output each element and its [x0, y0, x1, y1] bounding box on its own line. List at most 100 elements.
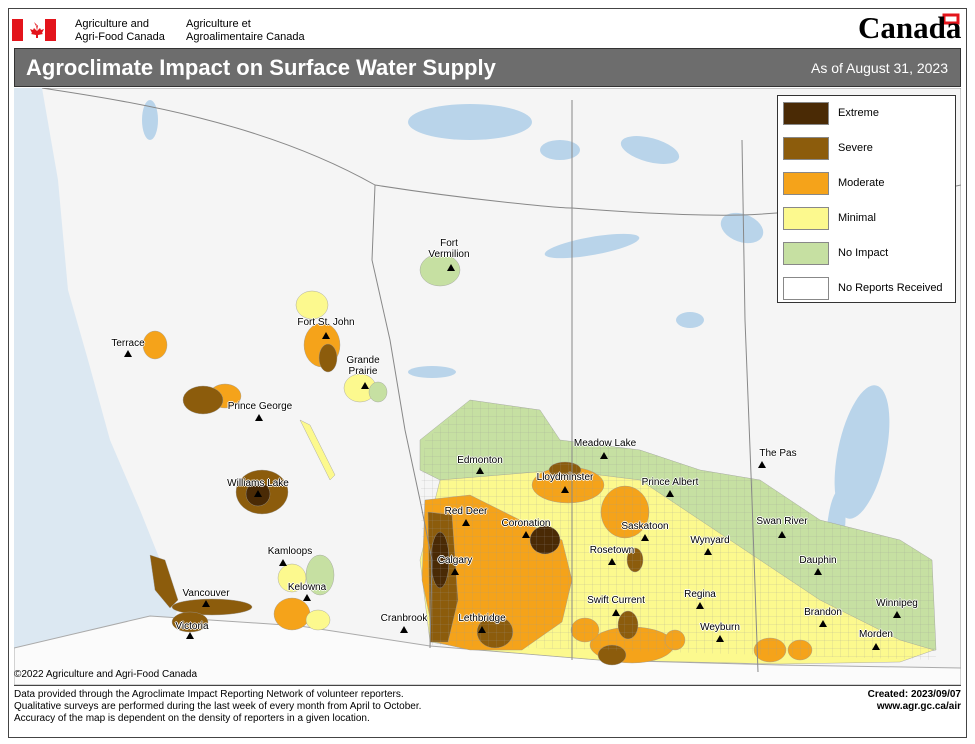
city-marker — [202, 600, 210, 607]
lake — [544, 233, 640, 259]
city-label: Grande Prairie — [346, 355, 380, 377]
city-marker — [447, 264, 455, 271]
city-label: Brandon — [804, 607, 842, 618]
map-title: Agroclimate Impact on Surface Water Supp… — [26, 55, 496, 80]
city-marker — [451, 568, 459, 575]
website-url: www.agr.gc.ca/air — [876, 701, 961, 712]
flag-bar — [45, 19, 56, 41]
legend-swatch — [783, 277, 829, 300]
city-label: Kamloops — [267, 546, 313, 557]
legend-swatch — [783, 207, 829, 230]
city-label: Victoria — [175, 621, 209, 632]
lake — [142, 100, 158, 140]
lake — [408, 366, 456, 378]
city-label: Dauphin — [799, 555, 837, 566]
city-marker — [322, 332, 330, 339]
copyright: ©2022 Agriculture and Agri-Food Canada — [14, 669, 198, 680]
city-marker — [666, 490, 674, 497]
legend-label: No Reports Received — [838, 282, 943, 294]
department-name: Agriculture et — [186, 18, 251, 30]
legend-swatch — [783, 102, 829, 125]
city-marker — [696, 602, 704, 609]
city-label: Prince George — [227, 401, 293, 412]
legend-box — [777, 95, 956, 303]
city-marker — [600, 452, 608, 459]
city-marker — [561, 486, 569, 493]
city-marker — [608, 558, 616, 565]
city-label: Lethbridge — [458, 613, 506, 624]
city-label: Lloydminster — [536, 472, 594, 483]
city-label: The Pas — [759, 448, 797, 459]
city-marker — [303, 594, 311, 601]
province-border — [741, 139, 759, 673]
lake — [620, 136, 680, 164]
city-marker — [361, 382, 369, 389]
city-marker — [758, 461, 766, 468]
city-label: Weyburn — [700, 622, 740, 633]
city-label: Fort St. John — [297, 317, 355, 328]
city-marker — [255, 414, 263, 421]
city-marker — [872, 643, 880, 650]
lake — [540, 140, 580, 160]
footer-note: Data provided through the Agroclimate Im… — [14, 689, 404, 700]
city-label: Vancouver — [182, 588, 230, 599]
city-marker — [641, 534, 649, 541]
city-marker — [124, 350, 132, 357]
city-label: Meadow Lake — [573, 438, 637, 449]
border — [41, 88, 376, 186]
lake — [834, 385, 890, 519]
impact-area — [142, 330, 168, 360]
department-name: Agroalimentaire Canada — [186, 31, 305, 43]
city-label: Saskatoon — [621, 521, 669, 532]
ocean — [14, 88, 178, 650]
city-label: Prince Albert — [641, 477, 699, 488]
legend-swatch — [783, 137, 829, 160]
city-label: Williams Lake — [227, 478, 289, 489]
united-states — [14, 615, 961, 685]
city-label: Kelowna — [287, 582, 327, 593]
impact-area — [419, 253, 461, 287]
department-name: Agri-Food Canada — [75, 31, 165, 43]
city-label: Wynyard — [690, 535, 730, 546]
impact-area — [318, 343, 338, 373]
city-marker — [478, 626, 486, 633]
city-marker — [279, 559, 287, 566]
city-marker — [612, 609, 620, 616]
wordmark-flag — [942, 13, 960, 25]
city-label: Coronation — [501, 518, 551, 529]
impact-area — [149, 554, 179, 609]
legend-swatch — [783, 172, 829, 195]
city-label: Cranbrook — [380, 613, 428, 624]
city-marker — [462, 519, 470, 526]
impact-area — [299, 419, 336, 481]
city-label: Regina — [684, 589, 716, 600]
border — [374, 184, 573, 209]
footer-note: Accuracy of the map is dependent on the … — [14, 713, 370, 724]
city-marker — [778, 531, 786, 538]
city-label: Morden — [859, 629, 893, 640]
legend-label: Extreme — [838, 107, 879, 119]
city-label: Rosetown — [589, 545, 635, 556]
legend-label: Minimal — [838, 212, 876, 224]
impact-area — [305, 554, 335, 596]
maple-leaf — [30, 22, 44, 38]
city-marker — [186, 632, 194, 639]
title-bar — [14, 48, 961, 87]
city-label: Swan River — [756, 516, 808, 527]
canada-wordmark: Canada — [858, 10, 962, 45]
impact-area — [305, 609, 331, 631]
city-marker — [819, 620, 827, 627]
legend-swatch — [783, 242, 829, 265]
city-label: Swift Current — [587, 595, 645, 606]
city-label: Red Deer — [444, 506, 488, 517]
created-date: Created: 2023/09/07 — [867, 689, 961, 700]
city-label: Fort Vermilion — [428, 238, 470, 260]
city-marker — [716, 635, 724, 642]
flag-bar — [12, 19, 23, 41]
city-marker — [704, 548, 712, 555]
city-label: Calgary — [437, 555, 473, 566]
city-marker — [893, 611, 901, 618]
legend-label: Severe — [838, 142, 873, 154]
